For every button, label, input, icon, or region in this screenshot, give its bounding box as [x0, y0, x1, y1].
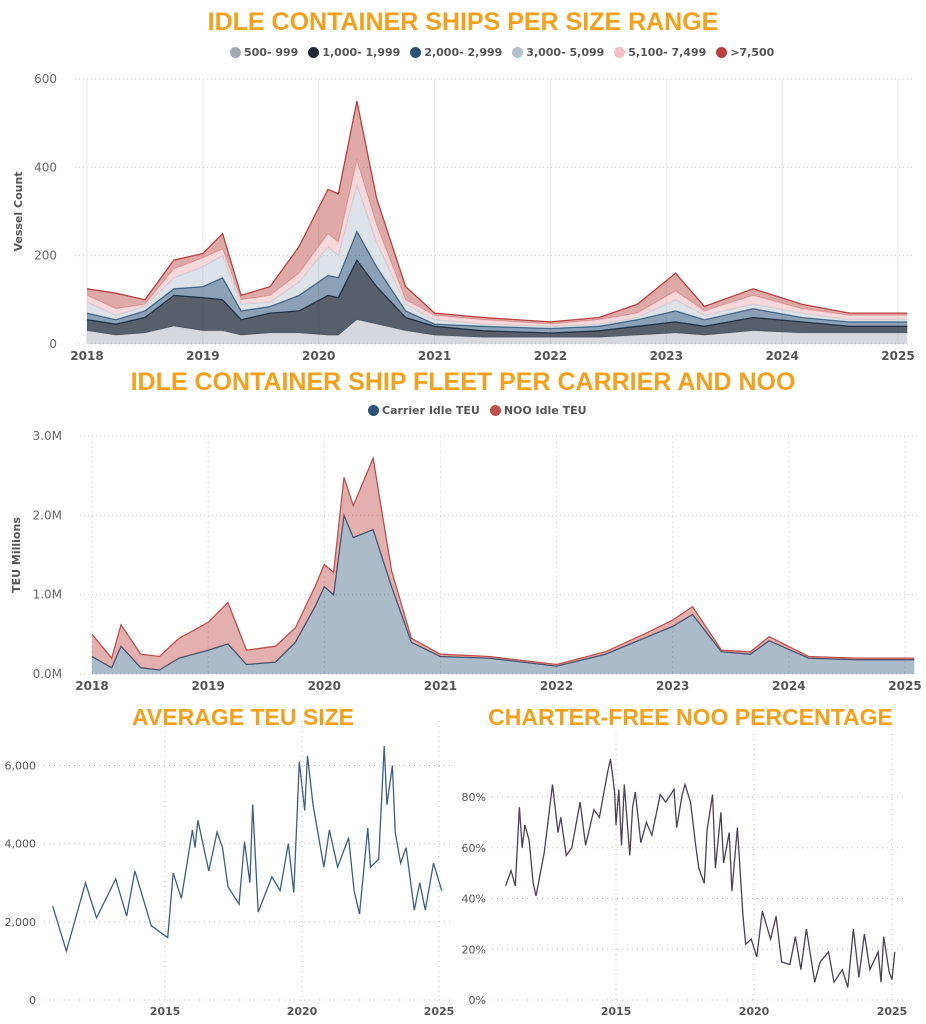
x-tick-label: 2020	[739, 1005, 770, 1018]
x-tick-label: 2018	[70, 349, 103, 363]
legend-dot-icon	[614, 47, 626, 58]
area-line-series-1	[91, 455, 915, 666]
y-tick-label: 0	[29, 994, 36, 1007]
legend-item: 2,000- 2,999	[410, 46, 502, 59]
chart2-title: IDLE CONTAINER SHIP FLEET PER CARRIER AN…	[130, 368, 796, 396]
area-series-1	[87, 260, 908, 338]
y-tick-label: 0	[49, 337, 57, 351]
y-axis-title: TEU Millions	[10, 517, 23, 593]
legend-item: 3,000- 5,099	[512, 46, 604, 59]
area-line-series-0	[91, 512, 915, 671]
chart4-title: CHARTER-FREE NOO PERCENTAGE	[488, 704, 893, 730]
area-series-1	[92, 458, 915, 670]
x-tick-label: 2015	[601, 1005, 632, 1018]
x-tick-label: 2024	[765, 349, 798, 363]
legend-item: NOO Idle TEU	[489, 404, 587, 417]
legend-dot-icon	[230, 47, 241, 58]
x-tick-label: 2020	[302, 349, 335, 363]
chart1-legend: 500- 999 1,000- 1,999 2,000- 2,999 3,000- 5…	[230, 46, 774, 59]
y-tick-label: 6,000	[5, 760, 37, 773]
area-series-3	[87, 185, 908, 329]
y-tick-label: 20%	[462, 943, 486, 956]
x-tick-label: 2019	[191, 679, 224, 693]
y-tick-label: 400	[34, 160, 57, 174]
line-series	[52, 745, 443, 954]
legend-item: >7,500	[716, 46, 774, 59]
x-tick-label: 2022	[540, 679, 573, 693]
y-tick-label: 80%	[462, 791, 486, 804]
area-series-4	[87, 160, 908, 327]
chart3-title: AVERAGE TEU SIZE	[132, 704, 354, 730]
legend-dot-icon	[512, 47, 524, 58]
chart1-title: IDLE CONTAINER SHIPS PER SIZE RANGE	[207, 8, 719, 36]
y-axis-title: Vessel Count	[12, 171, 25, 251]
chart2-legend: Carrier Idle TEU NOO Idle TEU	[368, 404, 587, 417]
y-tick-label: 60%	[462, 842, 486, 855]
y-tick-label: 3.0M	[33, 429, 62, 443]
legend-label: 500- 999	[244, 46, 299, 59]
x-tick-label: 2020	[308, 679, 341, 693]
x-tick-label: 2015	[150, 1005, 181, 1018]
legend-label: NOO Idle TEU	[503, 404, 587, 417]
legend-label: Carrier Idle TEU	[382, 404, 480, 417]
area-line-series-4	[86, 158, 908, 325]
area-line-series-5	[86, 100, 908, 323]
y-tick-label: 0.0M	[33, 667, 62, 681]
x-tick-label: 2020	[287, 1005, 318, 1018]
y-tick-label: 40%	[462, 893, 486, 906]
y-tick-label: 200	[34, 249, 57, 263]
x-tick-label: 2023	[650, 349, 683, 363]
legend-label: 2,000- 2,999	[424, 46, 503, 59]
legend-label: 5,100- 7,499	[628, 46, 707, 59]
x-tick-label: 2025	[877, 1005, 908, 1018]
legend-dot-icon	[368, 405, 379, 416]
legend-item: 1,000- 1,999	[308, 46, 400, 59]
x-tick-label: 2023	[656, 679, 689, 693]
legend-item: 5,100- 7,499	[614, 46, 706, 59]
x-tick-label: 2022	[534, 349, 567, 363]
legend-label: 3,000- 5,099	[526, 46, 605, 59]
legend-dot-icon	[410, 47, 422, 58]
legend-label: >7,500	[730, 46, 775, 59]
legend-item: Carrier Idle TEU	[368, 404, 480, 417]
legend-dot-icon	[308, 47, 320, 58]
x-tick-label: 2018	[75, 679, 108, 693]
y-tick-label: 2,000	[5, 916, 37, 929]
legend-item: 500- 999	[230, 46, 298, 59]
x-tick-label: 2019	[186, 349, 219, 363]
x-tick-label: 2025	[881, 349, 914, 363]
area-line-series-2	[86, 229, 908, 330]
y-tick-label: 4,000	[5, 838, 37, 851]
x-tick-label: 2021	[418, 349, 451, 363]
y-tick-label: 1.0M	[33, 588, 62, 602]
area-series-0	[87, 319, 908, 344]
x-tick-label: 2025	[888, 679, 921, 693]
y-tick-label: 600	[34, 72, 57, 86]
area-series-2	[87, 231, 908, 333]
line-series	[504, 758, 896, 988]
legend-dot-icon	[716, 47, 728, 58]
x-tick-label: 2021	[424, 679, 457, 693]
y-tick-label: 2.0M	[33, 508, 62, 522]
x-tick-label: 2025	[424, 1005, 455, 1018]
legend-dot-icon	[489, 405, 501, 416]
x-tick-label: 2024	[772, 679, 805, 693]
legend-label: 1,000- 1,999	[322, 46, 401, 59]
area-series-5	[87, 101, 908, 325]
y-tick-label: 0%	[469, 994, 486, 1007]
